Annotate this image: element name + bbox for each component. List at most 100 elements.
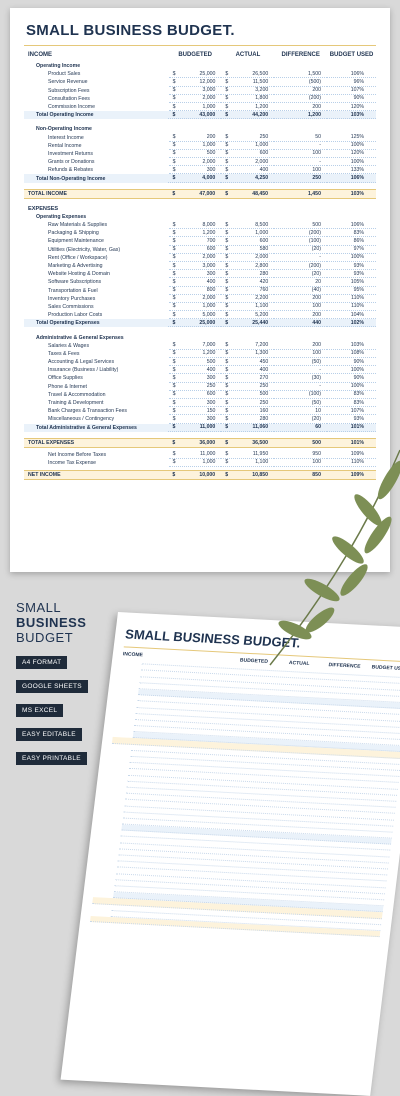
table-row: Utilities (Electricity, Water, Gas) $600 $… bbox=[24, 246, 376, 254]
budget-used-cell: 102% bbox=[326, 319, 376, 328]
budget-table: Operating Income Product Sales $25,000 $26,… bbox=[24, 62, 376, 481]
amount: 10,000 bbox=[199, 472, 216, 479]
row-label: Total Non-Operating Income bbox=[36, 175, 106, 182]
budgeted-cell: $3,000 bbox=[168, 262, 222, 271]
currency-symbol: $ bbox=[172, 254, 176, 261]
currency-symbol: $ bbox=[225, 287, 229, 294]
budgeted-cell: $4,000 bbox=[168, 174, 222, 183]
amount: 11,060 bbox=[252, 424, 269, 431]
budgeted-cell: $2,000 bbox=[168, 158, 222, 167]
budgeted-cell: $150 bbox=[168, 407, 222, 416]
actual-cell: $1,300 bbox=[221, 350, 275, 358]
currency-symbol: $ bbox=[225, 95, 229, 102]
amount: 26,500 bbox=[252, 70, 269, 77]
budget-used-cell: 110% bbox=[327, 459, 376, 468]
row-label: TOTAL EXPENSES bbox=[28, 439, 75, 446]
row-label: Production Labor Costs bbox=[48, 312, 103, 319]
currency-symbol: $ bbox=[172, 374, 176, 381]
budgeted-cell: $700 bbox=[168, 237, 222, 246]
amount: 12,000 bbox=[199, 78, 216, 85]
amount: 5,000 bbox=[202, 311, 216, 318]
table-row: Income Tax Expense $1,000 $1,100 100 110% bbox=[24, 459, 376, 468]
amount: 600 bbox=[259, 237, 269, 244]
currency-symbol: $ bbox=[225, 391, 229, 398]
table-row: Office Supplies $300 $270 (30) 90% bbox=[24, 374, 376, 383]
table-row: Subscription Fees $3,000 $3,200 200 107% bbox=[24, 87, 376, 95]
budget-used-cell: 83% bbox=[327, 391, 376, 399]
currency-symbol: $ bbox=[172, 70, 176, 77]
currency-symbol: $ bbox=[225, 424, 229, 431]
amount: 1,000 bbox=[202, 103, 216, 110]
mockup-sheet: SMALL BUSINESS BUDGET. INCOME BUDGETED A… bbox=[60, 612, 400, 1096]
currency-symbol: $ bbox=[225, 270, 229, 277]
col-budget-used: BUDGET USED bbox=[329, 52, 374, 58]
actual-cell: $44,200 bbox=[221, 111, 275, 120]
budgeted-cell: $400 bbox=[168, 366, 222, 375]
actual-cell: $10,850 bbox=[221, 471, 274, 479]
budgeted-cell: $2,000 bbox=[168, 95, 222, 103]
amount: 1,100 bbox=[255, 303, 269, 310]
difference-cell: (100) bbox=[274, 391, 328, 399]
difference-cell: (100) bbox=[274, 237, 328, 246]
actual-cell: $2,000 bbox=[221, 254, 275, 262]
currency-symbol: $ bbox=[172, 319, 176, 326]
difference-cell: (20) bbox=[274, 270, 328, 279]
amount: 1,300 bbox=[255, 350, 269, 357]
row-label: Accounting & Legal Services bbox=[48, 359, 115, 366]
difference-cell: 500 bbox=[312, 439, 321, 446]
currency-symbol: $ bbox=[225, 407, 229, 414]
currency-symbol: $ bbox=[225, 262, 229, 269]
amount: 800 bbox=[206, 287, 216, 294]
table-row: Taxes & Fees $1,200 $1,300 100 108% bbox=[24, 350, 376, 358]
amount: 8,500 bbox=[255, 221, 269, 228]
amount: 2,000 bbox=[255, 158, 269, 165]
section-label: Administrative & General Expenses bbox=[36, 334, 124, 341]
actual-cell: $1,200 bbox=[221, 103, 275, 112]
operating-expenses-total: Total Operating Expenses $25,000 $25,440 44… bbox=[24, 319, 376, 328]
budget-used-cell: 106% bbox=[327, 70, 376, 79]
budgeted-cell: $300 bbox=[168, 399, 222, 408]
difference-cell: 200 bbox=[274, 311, 328, 320]
currency-symbol: $ bbox=[172, 134, 176, 141]
promo-line-1: SMALL bbox=[16, 600, 62, 615]
tag-sheets: GOOGLE SHEETS bbox=[16, 680, 88, 693]
row-label: Transportation & Fuel bbox=[48, 287, 98, 294]
amount: 580 bbox=[259, 246, 269, 253]
difference-cell: 200 bbox=[274, 87, 328, 95]
row-label: Commission Income bbox=[48, 104, 95, 111]
budgeted-cell: $500 bbox=[168, 150, 222, 159]
amount: 1,800 bbox=[255, 95, 269, 102]
currency-symbol: $ bbox=[172, 190, 176, 197]
promo-line-2: BUSINESS bbox=[16, 615, 87, 630]
row-label: Interest Income bbox=[48, 134, 84, 141]
budgeted-cell: $400 bbox=[168, 278, 222, 287]
currency-symbol: $ bbox=[172, 87, 176, 94]
difference-cell: (50) bbox=[274, 358, 328, 367]
difference-cell: - bbox=[274, 366, 328, 375]
currency-symbol: $ bbox=[172, 350, 176, 357]
currency-symbol: $ bbox=[172, 407, 176, 414]
difference-cell: (200) bbox=[274, 262, 328, 271]
row-label: Consultation Fees bbox=[48, 95, 90, 102]
actual-cell: $2,200 bbox=[221, 295, 275, 303]
row-label: Total Operating Income bbox=[36, 112, 94, 119]
amount: 2,000 bbox=[255, 254, 269, 261]
budget-sheet: SMALL BUSINESS BUDGET. INCOME BUDGETED A… bbox=[10, 8, 390, 572]
amount: 200 bbox=[206, 134, 216, 141]
currency-symbol: $ bbox=[225, 142, 229, 149]
budget-used-cell: 105% bbox=[327, 278, 376, 287]
table-row: Rental Income $1,000 $1,000-100% bbox=[24, 142, 376, 150]
budgeted-cell: $7,000 bbox=[168, 342, 222, 350]
budgeted-cell: $47,000 bbox=[168, 190, 221, 198]
currency-symbol: $ bbox=[225, 311, 229, 318]
currency-symbol: $ bbox=[225, 70, 229, 77]
currency-symbol: $ bbox=[172, 399, 176, 406]
amount: 300 bbox=[206, 166, 216, 173]
currency-symbol: $ bbox=[225, 158, 229, 165]
amount: 700 bbox=[206, 237, 216, 244]
actual-cell: $270 bbox=[221, 374, 275, 383]
actual-cell: $2,800 bbox=[221, 262, 275, 271]
difference-cell: 200 bbox=[274, 342, 328, 350]
actual-cell: $500 bbox=[221, 391, 275, 399]
amount: 1,200 bbox=[202, 350, 216, 357]
